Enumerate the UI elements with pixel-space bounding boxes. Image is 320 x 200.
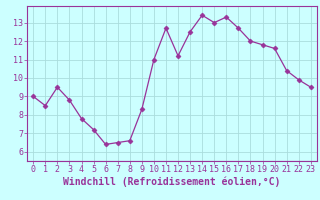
X-axis label: Windchill (Refroidissement éolien,°C): Windchill (Refroidissement éolien,°C)	[63, 177, 281, 187]
